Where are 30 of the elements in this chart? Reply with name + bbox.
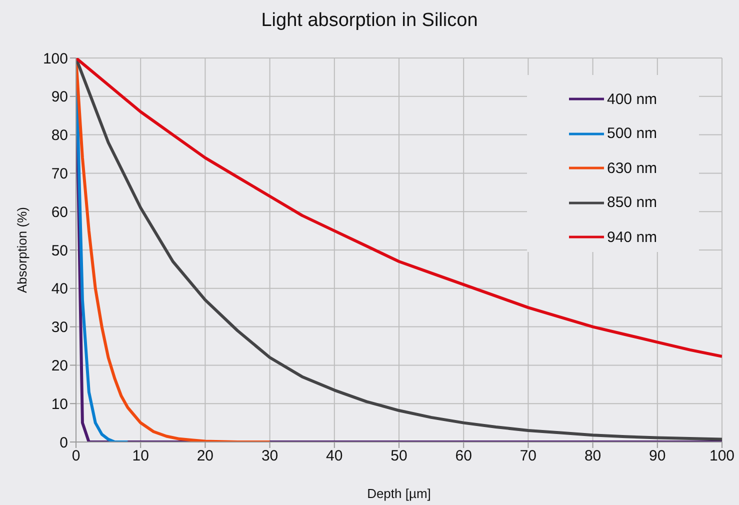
x-tick-label: 70 (520, 448, 537, 465)
legend-label: 940 nm (607, 228, 658, 246)
x-tick-label: 0 (72, 448, 80, 465)
y-tick-label: 70 (51, 166, 68, 183)
legend-label: 850 nm (607, 194, 658, 212)
y-tick-label: 80 (51, 127, 68, 144)
y-tick-label: 10 (51, 396, 68, 413)
legend-label: 400 nm (607, 90, 658, 108)
x-tick-label: 100 (709, 448, 735, 465)
legend-label: 500 nm (607, 125, 658, 142)
y-tick-label: 90 (51, 88, 68, 106)
y-axis-title: Absorption (%) (14, 207, 30, 293)
x-axis-title: Depth [µm] (367, 486, 431, 501)
x-tick-label: 20 (196, 448, 214, 465)
y-tick-label: 20 (51, 358, 68, 375)
x-tick-label: 30 (261, 448, 278, 465)
y-tick-label: 30 (51, 319, 68, 336)
y-tick-label: 0 (60, 434, 68, 452)
x-tick-label: 10 (132, 448, 149, 465)
chart-title: Light absorption in Silicon (260, 10, 479, 32)
y-tick-label: 40 (51, 280, 68, 298)
y-tick-label: 50 (51, 242, 68, 260)
y-tick-label: 100 (42, 50, 68, 68)
x-tick-label: 90 (649, 448, 666, 465)
y-tick-label: 60 (51, 204, 68, 221)
x-tick-label: 80 (584, 448, 602, 465)
x-tick-label: 40 (326, 448, 343, 465)
legend-label: 630 nm (607, 160, 658, 177)
x-tick-label: 50 (390, 448, 408, 465)
x-tick-label: 60 (455, 448, 472, 465)
